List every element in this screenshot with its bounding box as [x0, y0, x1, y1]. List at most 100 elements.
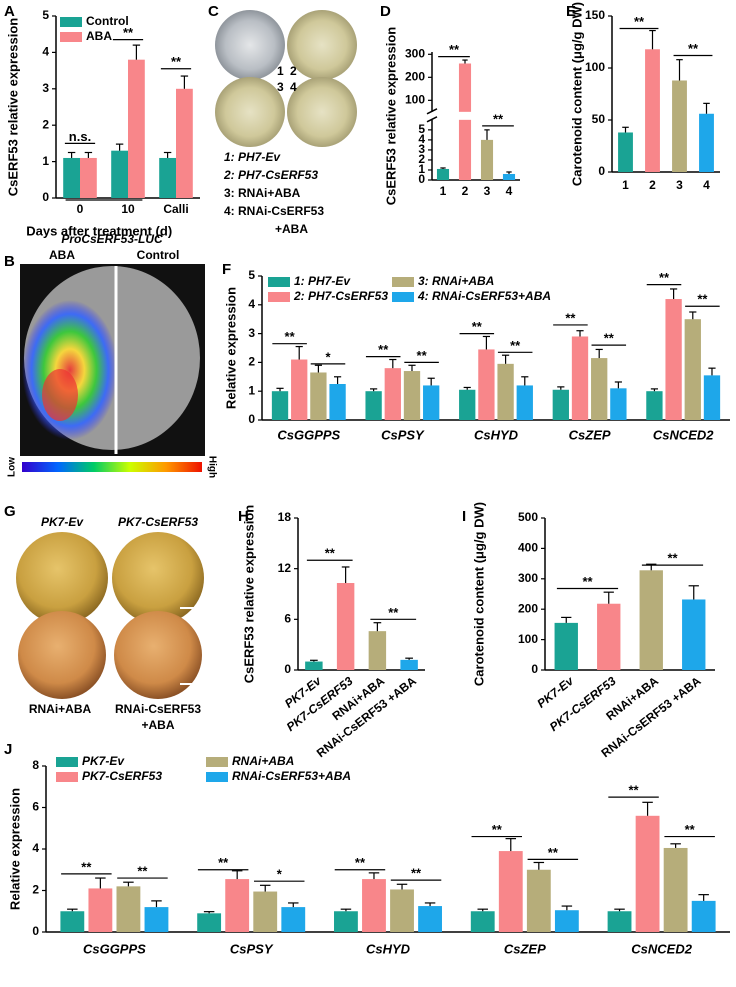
y-tick-label: 0 [531, 662, 538, 676]
y-tick-label: 2 [32, 883, 39, 897]
y-axis-label: CsERF53 relative expression [383, 27, 398, 206]
bar [665, 299, 682, 420]
bar [116, 886, 141, 932]
y-tick-label: 4 [418, 132, 425, 146]
bar [111, 150, 128, 198]
bar [80, 157, 97, 198]
significance-label: ** [493, 111, 504, 126]
y-tick-label: 0 [284, 662, 291, 676]
panel-letter: D [380, 3, 391, 20]
legend-swatch [60, 17, 82, 27]
y-tick-label: 200 [518, 601, 538, 615]
bar [663, 847, 688, 932]
bar [423, 385, 440, 420]
y-tick-label: 0 [32, 924, 39, 938]
significance-label: ** [634, 14, 645, 29]
fruit-label: PK7-CsERF53 [118, 515, 198, 529]
bar [365, 391, 382, 420]
y-tick-label: 150 [585, 8, 605, 22]
significance-label: ** [510, 338, 521, 353]
axis-break [426, 108, 438, 115]
bar [552, 389, 569, 420]
bar [159, 157, 176, 198]
scale-low: Low [7, 457, 18, 477]
bar [305, 661, 323, 670]
bar [554, 622, 578, 670]
y-axis-label: CsERF53 relative expression [5, 18, 20, 197]
bar [271, 391, 289, 420]
y-tick-label: 1 [418, 162, 425, 176]
significance-label: ** [685, 822, 696, 837]
legend-text: +ABA [275, 222, 308, 236]
y-axis-label: Relative expression [223, 287, 238, 409]
y-tick-label: 50 [592, 112, 606, 126]
legend-label: 1: PH7-Ev [294, 274, 351, 288]
panel-letter: I [462, 508, 466, 525]
y-axis-label: CsERF53 relative expression [241, 505, 256, 684]
y-tick-label: 0 [598, 164, 605, 178]
x-axis-label: Days after treatment (d) [26, 223, 172, 238]
significance-label: n.s. [69, 129, 91, 144]
significance-label: ** [688, 41, 699, 56]
y-tick-label: 5 [418, 122, 425, 136]
x-tick-label: 4 [506, 184, 513, 198]
bar [480, 139, 494, 180]
x-tick-label: CsNCED2 [653, 427, 714, 442]
significance-label: ** [604, 331, 615, 346]
y-axis-label: Relative expression [7, 788, 22, 910]
significance-label: ** [659, 270, 670, 285]
bar [281, 907, 306, 932]
y-tick-label: 8 [32, 758, 39, 772]
legend-swatch [206, 757, 228, 767]
x-tick-label: 0 [77, 202, 84, 216]
bar [459, 389, 476, 420]
bar [60, 911, 85, 932]
legend-swatch [268, 292, 290, 302]
y-axis-label: Carotenoid content (μg/g DW) [471, 502, 486, 686]
bar [618, 132, 633, 172]
bar [526, 869, 551, 932]
fruit-label: PK7-Ev [41, 515, 84, 529]
bar [645, 49, 660, 172]
fruit [114, 611, 202, 699]
half-label: Control [137, 248, 180, 262]
y-tick-label: 5 [42, 8, 49, 22]
bar [498, 851, 523, 932]
panel-letter: A [4, 3, 15, 20]
x-tick-label: 10 [121, 202, 135, 216]
panel-letter: H [238, 508, 249, 525]
bar [310, 372, 327, 420]
bar [502, 173, 516, 180]
bar [128, 59, 145, 199]
bar [144, 907, 169, 932]
panel-letter: F [222, 261, 231, 278]
bar [682, 599, 706, 670]
plate [287, 10, 357, 80]
x-tick-label: CsNCED2 [631, 941, 692, 956]
legend-swatch [56, 757, 78, 767]
legend-label: ABA [86, 29, 112, 43]
y-tick-label: 6 [284, 612, 291, 626]
y-tick-label: 2 [248, 355, 255, 369]
x-tick-label: CsGGPPS [83, 941, 146, 956]
y-tick-label: 100 [585, 60, 605, 74]
bar [691, 900, 716, 932]
y-tick-label: 500 [518, 510, 538, 524]
x-tick-label: 2 [462, 184, 469, 198]
legend-label: 4: RNAi-CsERF53+ABA [417, 289, 551, 303]
y-tick-label: 6 [32, 800, 39, 814]
x-tick-label: 2 [649, 178, 656, 192]
significance-label: ** [123, 25, 134, 40]
significance-label: ** [667, 551, 678, 566]
legend-text: 4: RNAi-CsERF53 [224, 204, 324, 218]
bar [470, 911, 495, 932]
bar [610, 388, 627, 420]
legend-label: PK7-CsERF53 [82, 769, 162, 783]
significance-label: ** [697, 292, 708, 307]
bar [639, 570, 663, 670]
plate-number: 1 [277, 64, 284, 78]
plate-number: 3 [277, 80, 284, 94]
plate-number: 2 [290, 64, 297, 78]
significance-label: ** [171, 54, 182, 69]
